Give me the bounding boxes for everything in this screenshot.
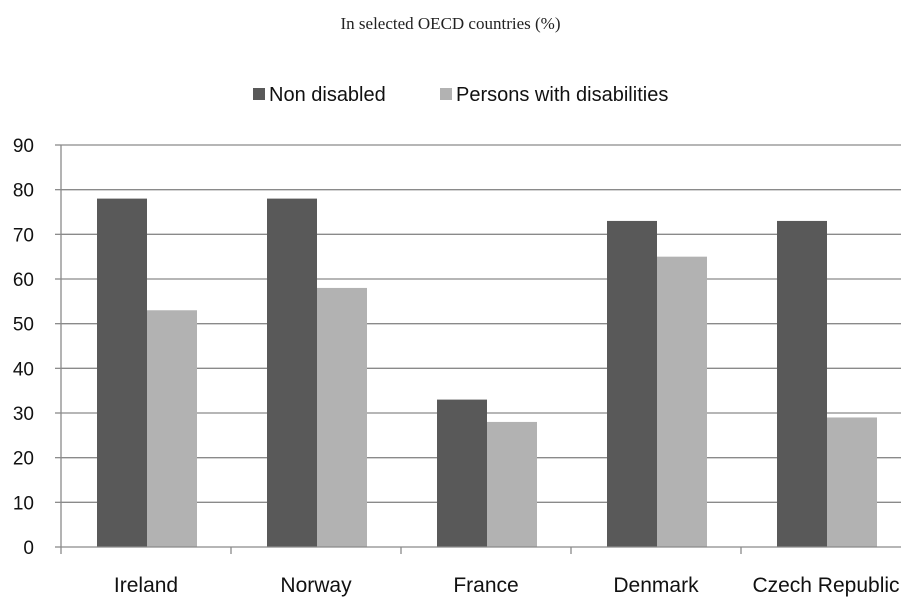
x-category-label: France — [453, 574, 518, 597]
bar-persons-with-disabilities-czech-republic — [827, 417, 877, 547]
y-tick-label: 50 — [13, 315, 34, 336]
y-tick-label: 0 — [23, 538, 34, 559]
legend-swatch — [253, 88, 265, 100]
bar-persons-with-disabilities-denmark — [657, 256, 707, 547]
bar-persons-with-disabilities-ireland — [147, 310, 197, 547]
legend-label: Non disabled — [269, 84, 386, 106]
bar-non-disabled-norway — [267, 198, 317, 547]
y-tick-label: 90 — [13, 136, 34, 157]
y-tick-label: 60 — [13, 270, 34, 291]
y-tick-label: 20 — [13, 449, 34, 470]
axes — [60, 145, 901, 554]
y-tick-label: 70 — [13, 225, 34, 246]
chart-subtitle: In selected OECD countries (%) — [340, 14, 561, 33]
bar-non-disabled-czech-republic — [777, 220, 827, 547]
x-category-label: Norway — [280, 574, 352, 597]
bar-persons-with-disabilities-norway — [317, 287, 367, 547]
legend-label: Persons with disabilities — [456, 84, 668, 106]
bar-non-disabled-france — [437, 399, 487, 547]
x-category-label: Denmark — [613, 574, 699, 597]
y-tick-label: 10 — [13, 493, 34, 514]
x-axis-labels: Ireland Norway France Denmark Czech Republic — [114, 574, 900, 597]
bar-non-disabled-ireland — [97, 198, 147, 547]
bars — [97, 198, 877, 547]
y-tick-label: 30 — [13, 404, 34, 425]
y-axis-ticks: 0 10 20 30 40 50 60 70 80 90 — [13, 136, 61, 559]
y-tick-label: 80 — [13, 181, 34, 202]
bar-non-disabled-denmark — [607, 220, 657, 547]
bar-persons-with-disabilities-france — [487, 421, 537, 547]
legend-swatch — [440, 88, 452, 100]
x-category-label: Czech Republic — [752, 574, 899, 597]
legend: Non disabled Persons with disabilities — [253, 84, 668, 106]
x-category-label: Ireland — [114, 574, 178, 597]
y-tick-label: 40 — [13, 359, 34, 380]
